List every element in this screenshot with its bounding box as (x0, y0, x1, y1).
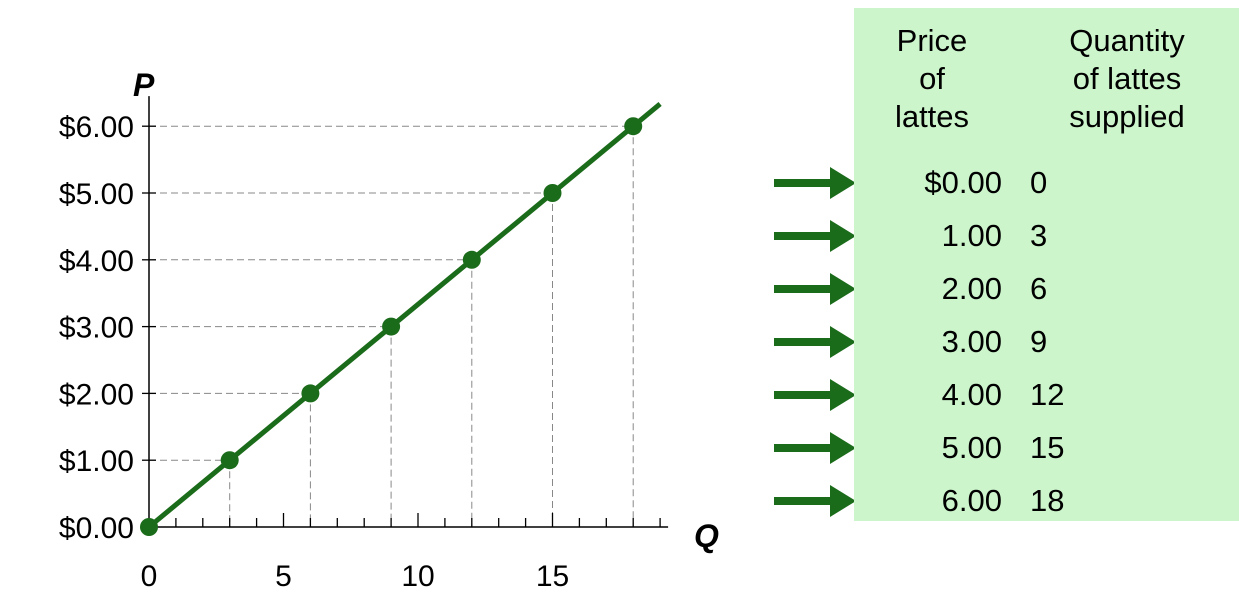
axis-ticks (142, 125, 661, 528)
arrow-right-icon (774, 325, 856, 358)
data-point (543, 184, 562, 202)
data-point (140, 518, 158, 536)
schedule-row: 4.00 12 (854, 368, 1239, 421)
arrow-right-icon (774, 272, 856, 305)
arrow-shape (774, 272, 856, 305)
arrow-right-icon (774, 166, 856, 199)
quantity-column-header: Quantity of lattes supplied (1069, 23, 1185, 134)
quantity-cell: 9 (1030, 324, 1048, 359)
price-cell: 4.00 (941, 377, 1002, 412)
data-point (462, 250, 481, 269)
schedule-row: $0.00 0 (854, 156, 1239, 209)
y-tick-label: $1.00 (59, 445, 134, 478)
quantity-cell: 15 (1030, 430, 1065, 465)
arrow-shape (774, 325, 856, 358)
arrow-right-icon (774, 378, 856, 411)
price-cell: 5.00 (941, 430, 1002, 465)
y-tick-label: $0.00 (59, 512, 134, 545)
arrow-shape (774, 431, 856, 464)
schedule-row: 2.00 6 (854, 262, 1239, 315)
y-tick-label: $2.00 (59, 378, 134, 411)
arrow-shape (774, 219, 856, 252)
x-tick-label: 5 (275, 560, 292, 593)
x-tick-label: 10 (401, 560, 434, 593)
arrow-right-icon (774, 431, 856, 464)
quantity-cell: 12 (1030, 377, 1065, 412)
y-axis-label: P (133, 67, 155, 103)
schedule-row: 1.00 3 (854, 209, 1239, 262)
arrow-shape (774, 484, 856, 517)
price-cell: 1.00 (941, 218, 1002, 253)
data-point (301, 384, 320, 403)
x-axis-label: Q (694, 518, 719, 554)
data-point (624, 117, 643, 136)
arrow-right-icon (774, 219, 856, 252)
arrow-shape (774, 378, 856, 411)
axes (148, 96, 669, 528)
x-tick-label: 0 (141, 560, 158, 593)
x-tick-label: 15 (536, 560, 569, 593)
schedule-row: 6.00 18 (854, 474, 1239, 527)
supply-series (140, 102, 662, 536)
quantity-cell: 0 (1030, 165, 1048, 200)
data-point (382, 317, 401, 336)
price-cell: 2.00 (941, 271, 1002, 306)
price-cell: $0.00 (924, 165, 1002, 200)
price-cell: 3.00 (941, 324, 1002, 359)
arrow-right-icon (774, 484, 856, 517)
schedule-row: 3.00 9 (854, 315, 1239, 368)
y-tick-label: $6.00 (59, 111, 134, 144)
reference-lines (149, 125, 634, 527)
tick-labels: $0.00 $1.00 $2.00 $3.00 $4.00 $5.00 $6.00 0 5 10 1… (59, 111, 569, 593)
quantity-cell: 3 (1030, 218, 1048, 253)
quantity-cell: 6 (1030, 271, 1048, 306)
data-point (220, 451, 239, 470)
quantity-cell: 18 (1030, 483, 1065, 518)
y-tick-label: $3.00 (59, 312, 134, 345)
y-tick-label: $5.00 (59, 178, 134, 211)
supply-schedule-table: Price of lattes Quantity of lattes suppl… (854, 8, 1239, 521)
y-tick-label: $4.00 (59, 245, 134, 278)
arrow-shape (774, 166, 856, 199)
schedule-row: 5.00 15 (854, 421, 1239, 474)
price-column-header: Price of lattes (894, 23, 970, 134)
price-cell: 6.00 (941, 483, 1002, 518)
